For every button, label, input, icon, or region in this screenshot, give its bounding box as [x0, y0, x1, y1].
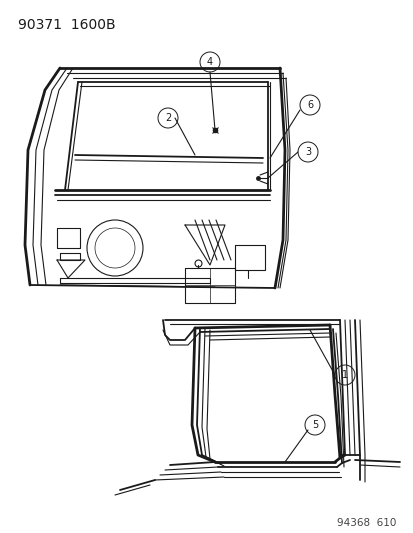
Text: 6: 6 — [306, 100, 312, 110]
Text: 5: 5 — [311, 420, 317, 430]
Text: 4: 4 — [206, 57, 213, 67]
Text: 2: 2 — [164, 113, 171, 123]
Text: 1: 1 — [341, 370, 347, 380]
Text: 94368  610: 94368 610 — [336, 518, 395, 528]
Text: 90371  1600B: 90371 1600B — [18, 18, 115, 32]
Text: 3: 3 — [304, 147, 310, 157]
